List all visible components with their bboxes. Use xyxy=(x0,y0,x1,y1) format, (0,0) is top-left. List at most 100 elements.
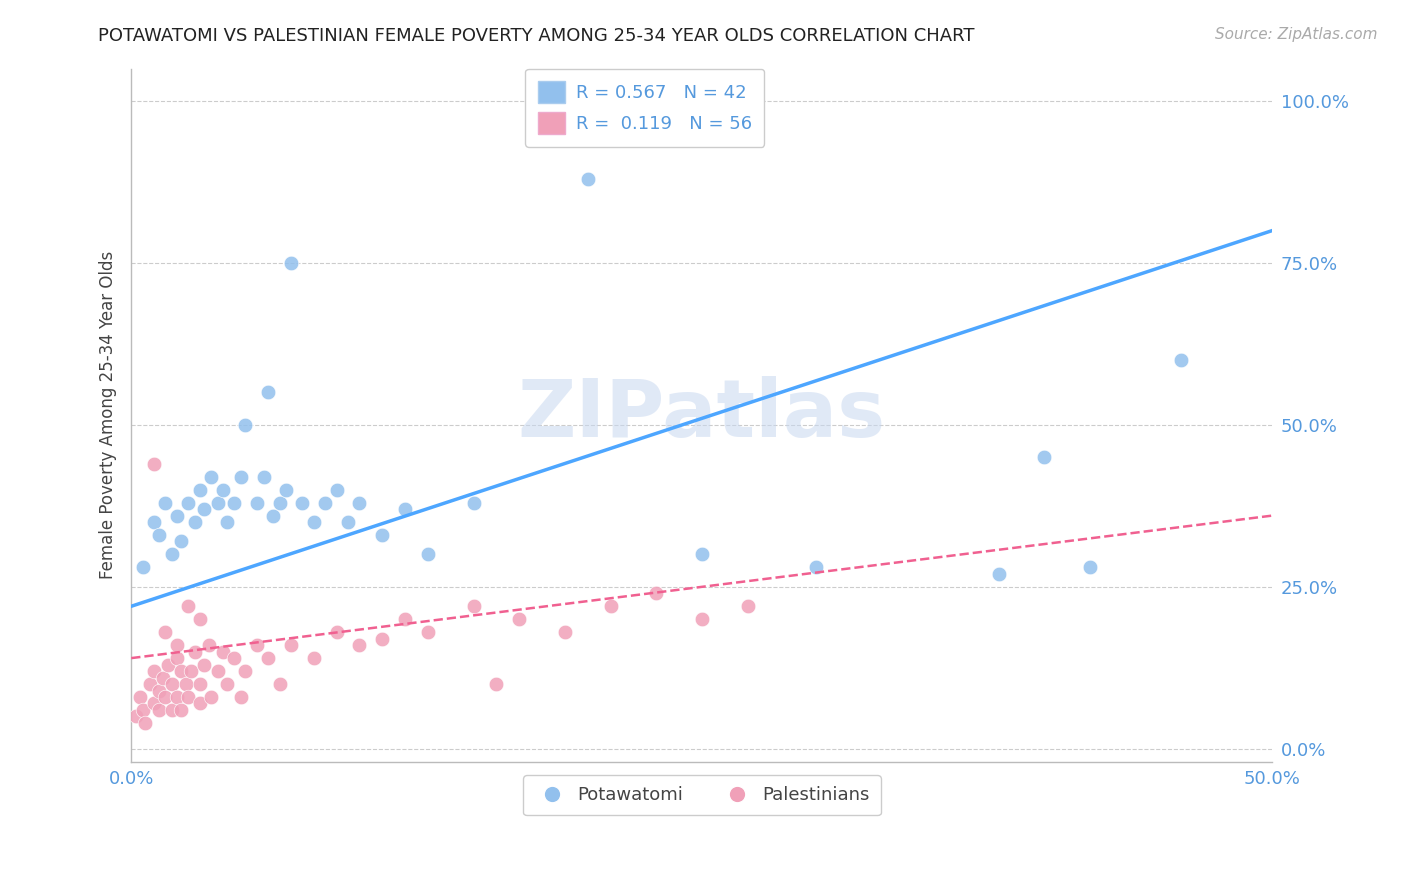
Point xyxy=(143,515,166,529)
Point xyxy=(166,638,188,652)
Point xyxy=(211,645,233,659)
Point xyxy=(257,651,280,665)
Point xyxy=(170,703,193,717)
Y-axis label: Female Poverty Among 25-34 Year Olds: Female Poverty Among 25-34 Year Olds xyxy=(100,251,117,579)
Point xyxy=(337,515,360,529)
Point xyxy=(170,534,193,549)
Point xyxy=(143,697,166,711)
Legend: Potawatomi, Palestinians: Potawatomi, Palestinians xyxy=(523,775,880,815)
Point xyxy=(148,683,170,698)
Point xyxy=(349,495,371,509)
Point xyxy=(690,612,713,626)
Point xyxy=(177,599,200,614)
Point xyxy=(174,677,197,691)
Point xyxy=(156,657,179,672)
Point xyxy=(193,657,215,672)
Point xyxy=(325,483,347,497)
Point xyxy=(280,638,302,652)
Point xyxy=(188,612,211,626)
Point xyxy=(394,502,416,516)
Point xyxy=(246,495,269,509)
Point xyxy=(253,469,276,483)
Point xyxy=(737,599,759,614)
Point xyxy=(349,638,371,652)
Text: ZIPatlas: ZIPatlas xyxy=(517,376,886,454)
Point xyxy=(188,483,211,497)
Point xyxy=(155,690,177,704)
Point xyxy=(131,560,153,574)
Point xyxy=(690,548,713,562)
Point xyxy=(143,664,166,678)
Point xyxy=(269,495,291,509)
Point xyxy=(246,638,269,652)
Point xyxy=(217,515,239,529)
Point xyxy=(166,690,188,704)
Point xyxy=(200,690,222,704)
Point xyxy=(235,417,257,432)
Point xyxy=(291,495,314,509)
Point xyxy=(463,599,485,614)
Point xyxy=(269,677,291,691)
Point xyxy=(394,612,416,626)
Point xyxy=(198,638,221,652)
Point xyxy=(155,625,177,640)
Point xyxy=(222,651,245,665)
Text: POTAWATOMI VS PALESTINIAN FEMALE POVERTY AMONG 25-34 YEAR OLDS CORRELATION CHART: POTAWATOMI VS PALESTINIAN FEMALE POVERTY… xyxy=(98,27,974,45)
Point xyxy=(229,469,252,483)
Point xyxy=(184,515,207,529)
Point xyxy=(599,599,621,614)
Point xyxy=(188,677,211,691)
Point xyxy=(416,625,439,640)
Point xyxy=(235,664,257,678)
Point xyxy=(200,469,222,483)
Point xyxy=(222,495,245,509)
Point xyxy=(463,495,485,509)
Text: Source: ZipAtlas.com: Source: ZipAtlas.com xyxy=(1215,27,1378,42)
Point xyxy=(134,715,156,730)
Point xyxy=(162,548,184,562)
Point xyxy=(485,677,508,691)
Point xyxy=(180,664,202,678)
Point xyxy=(188,697,211,711)
Point xyxy=(166,651,188,665)
Point xyxy=(987,566,1010,581)
Point xyxy=(125,709,148,723)
Point xyxy=(1033,450,1056,465)
Point xyxy=(211,483,233,497)
Point xyxy=(155,495,177,509)
Point xyxy=(302,515,325,529)
Point xyxy=(152,671,174,685)
Point xyxy=(129,690,152,704)
Point xyxy=(804,560,827,574)
Point xyxy=(371,528,394,542)
Point xyxy=(148,528,170,542)
Point xyxy=(276,483,298,497)
Point xyxy=(416,548,439,562)
Point xyxy=(229,690,252,704)
Point xyxy=(131,703,153,717)
Point xyxy=(162,677,184,691)
Point xyxy=(1170,353,1192,368)
Point xyxy=(177,495,200,509)
Point xyxy=(207,495,229,509)
Point xyxy=(184,645,207,659)
Point xyxy=(262,508,284,523)
Point xyxy=(645,586,668,600)
Point xyxy=(314,495,336,509)
Point xyxy=(207,664,229,678)
Point xyxy=(302,651,325,665)
Point xyxy=(166,508,188,523)
Point xyxy=(193,502,215,516)
Point xyxy=(371,632,394,646)
Point xyxy=(576,171,599,186)
Point xyxy=(148,703,170,717)
Point xyxy=(138,677,160,691)
Point xyxy=(217,677,239,691)
Point xyxy=(177,690,200,704)
Point xyxy=(1078,560,1101,574)
Point xyxy=(508,612,530,626)
Point xyxy=(143,457,166,471)
Point xyxy=(170,664,193,678)
Point xyxy=(325,625,347,640)
Point xyxy=(162,703,184,717)
